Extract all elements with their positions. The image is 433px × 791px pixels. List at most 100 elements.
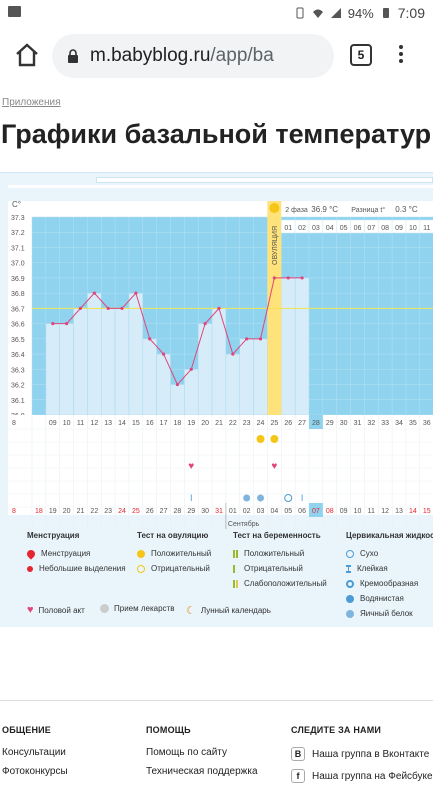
temperature-bar (281, 277, 296, 416)
date-label: 18 (35, 508, 43, 515)
events-grid (8, 415, 433, 515)
legend-item: Небольшие выделения (39, 564, 126, 573)
temperature-bar (128, 292, 144, 416)
cycle-day-label: 29 (326, 420, 334, 427)
temperature-point (106, 306, 110, 310)
cycle-day-marker: 8 (12, 420, 16, 427)
footer-col-communication: ОБЩЕНИЕ Консультации Фотоконкурсы (2, 725, 68, 785)
legend-pregnancy-test: Тест на беременность Положительный Отриц… (233, 531, 327, 591)
footer-link[interactable]: Помощь по сайту (146, 747, 227, 758)
cycle-day-label: 12 (90, 420, 98, 427)
legend-menstruation: Менструация Менструация Небольшие выделе… (25, 531, 126, 576)
y-tick-label: 36.6 (11, 322, 25, 329)
breadcrumb[interactable]: Приложения (2, 97, 61, 108)
tab-switcher-button[interactable]: 5 (350, 44, 372, 66)
date-label: 07 (312, 508, 320, 515)
battery-level: 94% (347, 5, 374, 21)
temperature-point (120, 306, 124, 310)
date-label: 19 (49, 508, 57, 515)
temperature-bar (114, 308, 130, 416)
y-tick-label: 36.8 (11, 291, 25, 298)
cycle-day-label: 34 (395, 420, 403, 427)
phase2-day-label: 09 (395, 225, 403, 232)
phase2-day-label: 10 (409, 225, 417, 232)
temperature-point (258, 337, 263, 341)
footer-link[interactable]: Техническая поддержка (146, 766, 258, 777)
footer-link[interactable]: Консультации (2, 747, 66, 758)
cycle-day-label: 13 (104, 420, 112, 427)
date-label: 25 (132, 508, 140, 515)
date-label: 26 (146, 508, 154, 515)
date-label: 30 (201, 508, 209, 515)
lock-icon (68, 49, 78, 63)
date-label: 01 (229, 508, 237, 515)
y-tick-label: 37.0 (11, 261, 25, 268)
legend-item: Положительный (151, 549, 212, 558)
cycle-day-label: 21 (215, 420, 223, 427)
cycle-day-label: 20 (201, 420, 209, 427)
ovulation-label: ОВУЛЯЦИЯ (272, 226, 279, 265)
temperature-point (161, 352, 166, 356)
phase2-day-label: 06 (354, 225, 362, 232)
positive-ovulation-marker (256, 435, 265, 443)
temperature-point (272, 276, 276, 280)
dry-marker (284, 494, 293, 502)
cycle-day-label: 14 (118, 420, 126, 427)
cycle-day-label: 35 (409, 420, 417, 427)
temperature-bar (225, 353, 240, 416)
temperature-point (217, 306, 221, 310)
date-label: 28 (174, 508, 182, 515)
date-label: 23 (104, 508, 112, 515)
legend-item: Менструация (41, 549, 91, 558)
cycle-day-label: 36 (423, 420, 431, 427)
phase2-day-label: 11 (423, 225, 430, 232)
y-axis-label: C° (12, 200, 21, 209)
cycle-day-label: 09 (49, 420, 57, 427)
sticky-marker: I (301, 493, 304, 503)
temperature-bar (87, 292, 102, 416)
small-drop-icon (27, 565, 33, 572)
footer-link-vk[interactable]: B Наша группа в Вконтакте (291, 747, 433, 761)
legend-item: Яичный белок (360, 609, 413, 618)
legend-item: Лунный календарь (200, 606, 271, 615)
intercourse-marker: ♥ (271, 461, 277, 472)
home-icon[interactable] (14, 42, 40, 68)
creamy-icon (346, 579, 354, 588)
cycle-day-label: 33 (381, 420, 389, 427)
phase2-day-label: 02 (298, 225, 306, 232)
overflow-menu-icon[interactable] (396, 42, 406, 68)
footer-link-fb[interactable]: f Наша группа на Фейсбуке (291, 769, 433, 783)
positive-ovulation-marker (270, 435, 279, 443)
legend-item: Слабоположительный (244, 579, 327, 588)
date-label: 14 (409, 508, 417, 515)
date-marker: 8 (12, 508, 16, 515)
temperature-bar (170, 384, 185, 416)
url-text[interactable]: m.babyblog.ru/app/ba (90, 45, 274, 66)
footer-link[interactable]: Фотоконкурсы (2, 766, 68, 777)
date-label: 11 (368, 508, 375, 515)
legend-item: Сухо (360, 549, 379, 558)
signal-icon (330, 8, 341, 18)
diff-label: Разница t° (351, 206, 385, 214)
temperature-bar (197, 323, 213, 416)
bbt-chart[interactable]: C° 37.3 37.2 37.1 37.0 36.9 36.8 36.7 36.6 36.5 36… (0, 173, 433, 628)
phase2-day-cell (419, 219, 433, 234)
yellow-circle-icon (137, 549, 145, 558)
chart-header-row (32, 201, 433, 217)
legend-item: Водянистая (360, 594, 404, 603)
address-bar[interactable]: m.babyblog.ru/app/ba (52, 34, 334, 78)
date-label: 10 (354, 508, 362, 515)
footer-col-help: ПОМОЩЬ Помощь по сайту Техническая подде… (146, 725, 258, 785)
legend-title: Тест на овуляцию (137, 531, 209, 540)
phase2-day-label: 05 (340, 225, 348, 232)
highlighted-date-cell (309, 503, 323, 517)
y-tick-label: 36.7 (11, 306, 25, 313)
cycle-day-label: 10 (63, 420, 71, 427)
temperature-point (203, 322, 207, 326)
chart-top-bar (8, 185, 433, 188)
moon-icon: ☾ (186, 605, 196, 617)
chart-legend: Менструация Менструация Небольшие выделе… (0, 527, 433, 627)
y-tick-label: 36.3 (11, 367, 25, 374)
vk-icon: B (291, 747, 305, 761)
dry-drop-icon (346, 549, 354, 558)
